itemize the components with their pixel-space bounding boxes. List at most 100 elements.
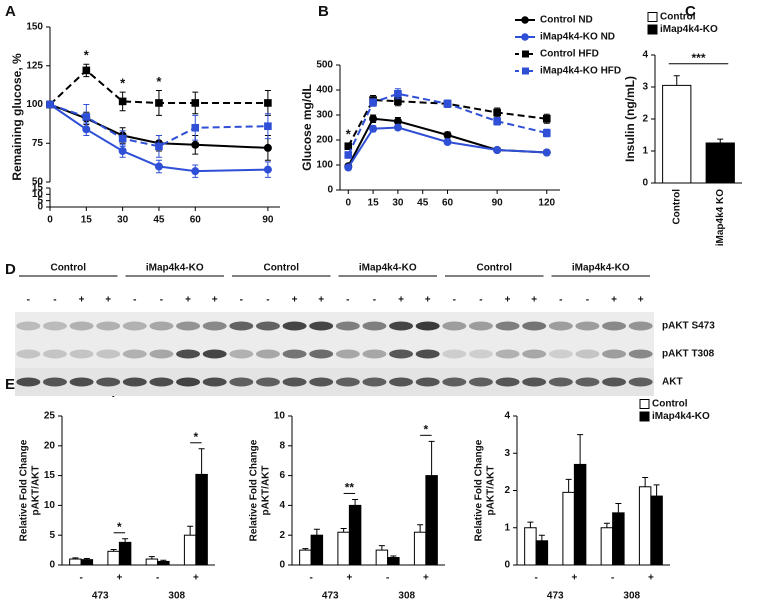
- error-bar: [122, 538, 129, 543]
- bar: [195, 473, 208, 566]
- point: [369, 114, 378, 123]
- blot-band: [282, 377, 307, 387]
- blot-band: [335, 349, 360, 359]
- error-bar: [653, 484, 660, 497]
- blot-band: [309, 349, 334, 359]
- x-tick-label: -: [309, 573, 312, 584]
- blot-lane-label: +: [318, 295, 324, 306]
- blot-band: [122, 321, 147, 331]
- error-bar: [538, 534, 545, 541]
- legend-marker: [521, 16, 529, 24]
- blot-band: [442, 377, 467, 387]
- panel-label: A: [5, 3, 16, 20]
- panel-label: C: [685, 3, 696, 20]
- blot-group-label: iMap4k4-KO: [359, 263, 417, 274]
- x-tick-label: +: [346, 573, 352, 584]
- legend-swatch: [647, 24, 658, 35]
- blot-band: [149, 321, 174, 331]
- blot-band: [602, 377, 627, 387]
- y-tick-label: 0: [49, 560, 55, 571]
- y-tick-label: 100: [26, 99, 43, 110]
- blot-band: [255, 349, 280, 359]
- bar: [107, 550, 120, 566]
- x-tick-label: 90: [262, 215, 274, 226]
- point: [191, 140, 200, 149]
- point: [264, 99, 272, 107]
- bar: [348, 504, 362, 566]
- bar: [69, 558, 82, 566]
- blot-band: [415, 349, 440, 359]
- bar: [425, 475, 438, 566]
- x-tick-label: 0: [47, 215, 53, 226]
- legend-marker: [522, 67, 529, 75]
- point: [264, 122, 272, 130]
- error-bar: [642, 476, 649, 487]
- point: [344, 151, 353, 159]
- blot-band: [389, 349, 414, 359]
- legend-swatch: [639, 399, 650, 409]
- blot-band: [362, 377, 387, 387]
- y-tick-label: 5: [37, 195, 43, 206]
- blot-band: [522, 349, 547, 359]
- point: [154, 162, 163, 171]
- blot-band: [628, 349, 653, 359]
- point: [263, 143, 272, 152]
- point: [191, 123, 200, 132]
- error-bar: [603, 522, 610, 528]
- series-line: [49, 69, 268, 106]
- blot-band: [575, 321, 600, 331]
- error-bar: [417, 524, 424, 533]
- y-tick-label: 0: [504, 560, 510, 571]
- series-line: [49, 103, 268, 149]
- blot-band: [575, 377, 600, 387]
- blot-lane-label: -: [559, 295, 562, 306]
- blot-band: [202, 349, 227, 359]
- blot-group-label: Control: [476, 263, 512, 274]
- y-tick-label: 15: [32, 183, 44, 194]
- blot-lane-label: +: [212, 295, 218, 306]
- blot-lane-label: +: [292, 295, 298, 306]
- y-axis-label: Relative Fold Change: [474, 439, 485, 541]
- legend-label: Control: [652, 399, 688, 410]
- significance: *: [346, 127, 352, 142]
- bar: [310, 534, 324, 566]
- blot-band: [42, 377, 67, 387]
- error-bar: [187, 525, 194, 536]
- y-tick-label: 6: [279, 470, 285, 481]
- blot-band: [495, 377, 520, 387]
- blot-band: [522, 377, 547, 387]
- blot-group-label: Control: [50, 263, 86, 274]
- blot-band: [415, 321, 440, 331]
- bar: [573, 463, 587, 566]
- panel-label: D: [5, 261, 16, 278]
- x-tick-label: iMap4k4 KO: [715, 189, 726, 246]
- blot-band: [548, 377, 573, 387]
- panel-label: E: [5, 376, 15, 393]
- group-label: 308: [168, 591, 185, 602]
- blot-band: [122, 377, 147, 387]
- blot-row-label: AKT: [662, 377, 683, 388]
- blot-band: [255, 377, 280, 387]
- y-tick-label: 10: [274, 411, 286, 422]
- bar: [612, 512, 625, 566]
- blot-band: [335, 377, 360, 387]
- y-tick-label: 0: [37, 202, 43, 213]
- blot-band: [468, 321, 493, 331]
- blot-band: [628, 377, 653, 387]
- error-bar: [565, 478, 572, 493]
- x-tick-label: -: [386, 573, 389, 584]
- legend-label: Control ND: [540, 15, 593, 26]
- group-label: 473: [322, 591, 339, 602]
- blot-lane-label: +: [611, 295, 617, 306]
- error-bar: [673, 75, 680, 86]
- blot-group-label: iMap4k4-KO: [572, 263, 630, 274]
- x-tick-label: +: [571, 573, 577, 584]
- point: [118, 147, 127, 155]
- y-axis-label: Glucose mg/dL: [300, 84, 314, 171]
- blot-band: [389, 377, 414, 387]
- point: [394, 97, 402, 106]
- significance: *: [117, 520, 122, 534]
- y-tick-label: 3: [504, 448, 510, 459]
- series-line: [49, 103, 268, 173]
- legend-marker: [522, 50, 529, 58]
